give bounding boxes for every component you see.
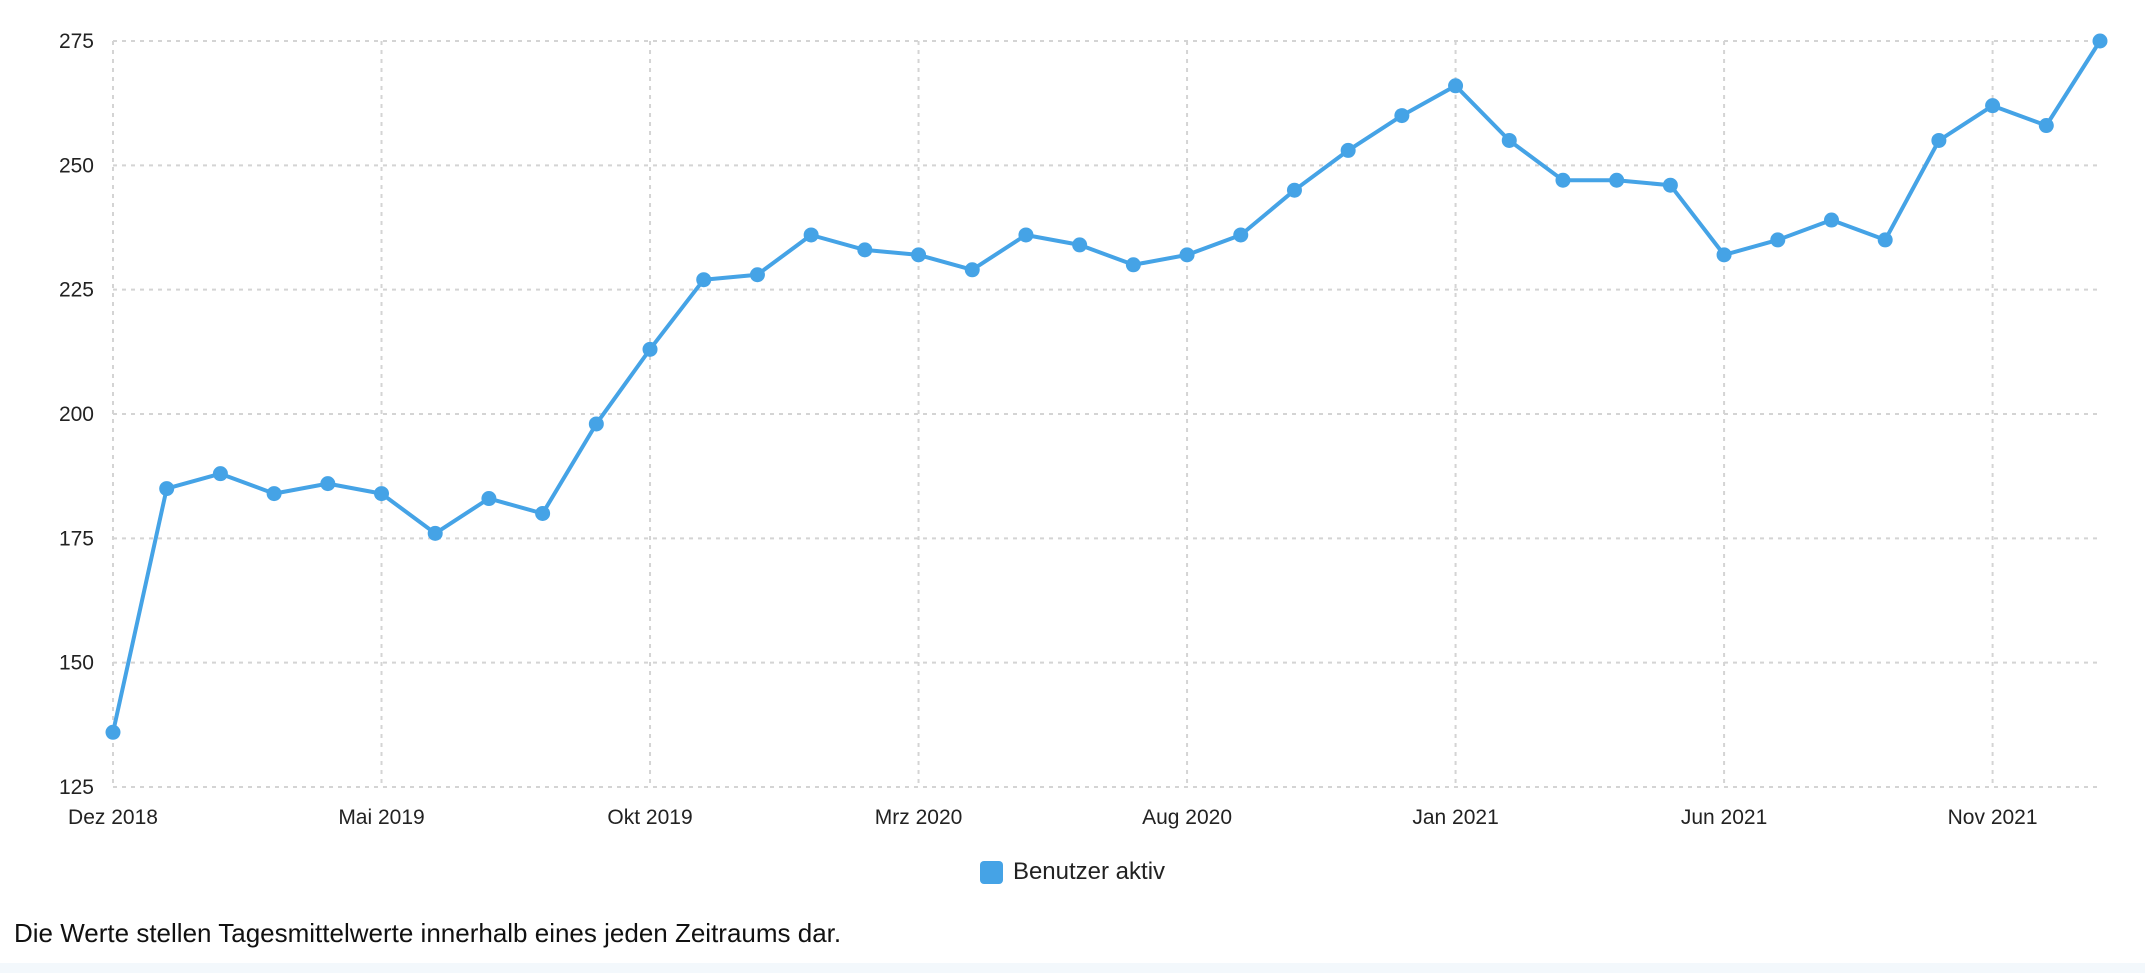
grid <box>112 40 2100 788</box>
data-point <box>1125 257 1141 273</box>
x-tick-label: Dez 2018 <box>68 806 158 829</box>
legend-swatch <box>979 860 1003 884</box>
series-line <box>111 39 2102 735</box>
data-point <box>427 525 443 541</box>
data-point <box>1072 237 1088 253</box>
data-point <box>1340 142 1356 158</box>
data-point <box>749 267 765 283</box>
series-layer <box>105 33 2108 740</box>
y-tick-label: 125 <box>59 776 94 799</box>
data-point <box>1179 247 1195 263</box>
data-point <box>105 724 121 740</box>
line-chart: 125 150 175 200 225 250 275 Dez 2018 Mai 2019 Okt… <box>59 30 2108 829</box>
data-point <box>374 486 390 502</box>
data-point <box>1716 247 1732 263</box>
data-point <box>212 466 228 482</box>
data-point <box>588 416 604 432</box>
data-point <box>1448 78 1464 94</box>
x-tick-label: Jun 2021 <box>1681 806 1767 829</box>
data-point <box>159 481 175 497</box>
y-tick-label: 275 <box>59 30 94 53</box>
data-point <box>911 247 927 263</box>
data-point <box>1501 132 1517 148</box>
data-point <box>1394 108 1410 124</box>
data-point <box>964 262 980 278</box>
x-tick-label: Okt 2019 <box>607 806 692 829</box>
data-point <box>1931 132 1947 148</box>
data-point <box>2092 33 2108 49</box>
y-tick-label: 225 <box>59 279 94 302</box>
data-point <box>2038 118 2054 134</box>
chart-area: 125 150 175 200 225 250 275 Dez 2018 Mai 2019 Okt… <box>59 30 2108 829</box>
data-point <box>481 491 497 507</box>
data-point <box>1770 232 1786 248</box>
y-tick-label: 250 <box>59 154 94 177</box>
x-tick-label: Nov 2021 <box>1948 806 2038 829</box>
y-tick-label: 150 <box>59 652 94 675</box>
data-point <box>1555 172 1571 188</box>
x-tick-label: Aug 2020 <box>1142 806 1232 829</box>
data-point <box>1609 172 1625 188</box>
data-point <box>1233 227 1249 243</box>
data-point <box>803 227 819 243</box>
y-tick-label: 175 <box>59 527 94 550</box>
data-point <box>1877 232 1893 248</box>
data-point <box>266 486 282 502</box>
data-point <box>696 272 712 288</box>
data-point <box>535 505 551 521</box>
data-point <box>1286 182 1302 198</box>
x-tick-label: Mai 2019 <box>338 806 424 829</box>
axes: 125 150 175 200 225 250 275 Dez 2018 Mai 2019 Okt… <box>59 30 2038 829</box>
data-point <box>1823 212 1839 228</box>
x-tick-label: Jan 2021 <box>1412 806 1498 829</box>
data-point <box>1018 227 1034 243</box>
data-point <box>320 476 336 492</box>
legend-label: Benutzer aktiv <box>1012 858 1166 885</box>
x-tick-label: Mrz 2020 <box>875 806 963 829</box>
data-point <box>642 341 658 357</box>
data-point <box>1662 177 1678 193</box>
y-tick-label: 200 <box>59 403 94 426</box>
footnote: Die Werte stellen Tagesmittelwerte inner… <box>14 918 842 948</box>
bottom-strip <box>0 963 2145 973</box>
legend[interactable]: Benutzer aktiv <box>0 858 2145 886</box>
data-point <box>1985 98 2001 114</box>
data-point <box>857 242 873 258</box>
